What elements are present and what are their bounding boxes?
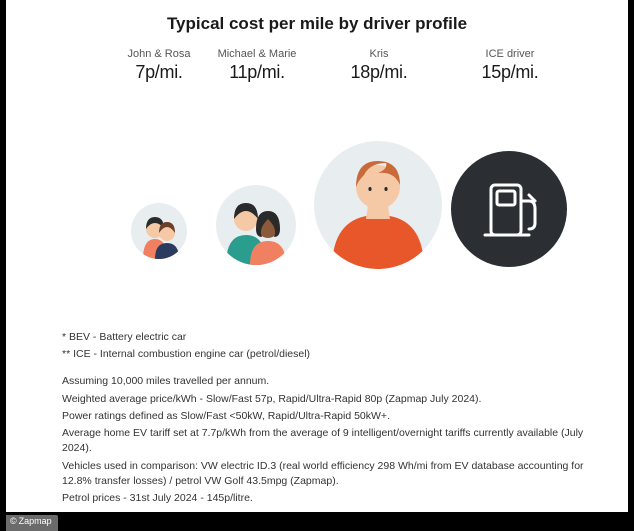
profile-cost-michael-marie: 11p/mi. [207,62,307,83]
profile-cost-kris: 18p/mi. [329,62,429,83]
copyright-icon: © [10,516,17,526]
profiles-labels-row: John & Rosa 7p/mi. Michael & Marie 11p/m… [6,48,628,104]
profile-cost-ice: 15p/mi. [460,62,560,83]
footnote-line-4: Average home EV tariff set at 7.7p/kWh f… [62,426,588,456]
page-title: Typical cost per mile by driver profile [6,14,628,34]
footnotes-block: * BEV - Battery electric car ** ICE - In… [62,330,588,508]
infographic-page: Typical cost per mile by driver profile … [6,0,628,512]
footnote-line-2: Weighted average price/kWh - Slow/Fast 5… [62,392,588,407]
profile-label-john-rosa: John & Rosa [109,48,209,60]
avatar-couple-a-icon [131,203,187,259]
profile-cost-john-rosa: 7p/mi. [109,62,209,83]
avatar-kris-icon [314,141,442,269]
footnote-def-bev: * BEV - Battery electric car [62,330,588,345]
profile-circle-kris [314,141,442,269]
credit-text: Zapmap [19,516,52,526]
profile-label-ice: ICE driver [460,48,560,60]
fuel-pump-icon [451,151,567,267]
image-credit-badge: ©Zapmap [6,515,58,531]
profile-label-michael-marie: Michael & Marie [207,48,307,60]
profile-circle-michael-marie [216,185,296,265]
avatar-couple-b-icon [216,185,296,265]
footnote-line-6: Petrol prices - 31st July 2024 - 145p/li… [62,491,588,506]
profile-circle-john-rosa [131,203,187,259]
footnote-def-ice: ** ICE - Internal combustion engine car … [62,347,588,362]
profile-circle-ice [451,151,567,267]
footnote-line-1: Assuming 10,000 miles travelled per annu… [62,374,588,389]
footnote-line-5: Vehicles used in comparison: VW electric… [62,459,588,489]
profiles-circles-row [6,108,628,276]
profile-label-kris: Kris [329,48,429,60]
footnote-line-3: Power ratings defined as Slow/Fast <50kW… [62,409,588,424]
